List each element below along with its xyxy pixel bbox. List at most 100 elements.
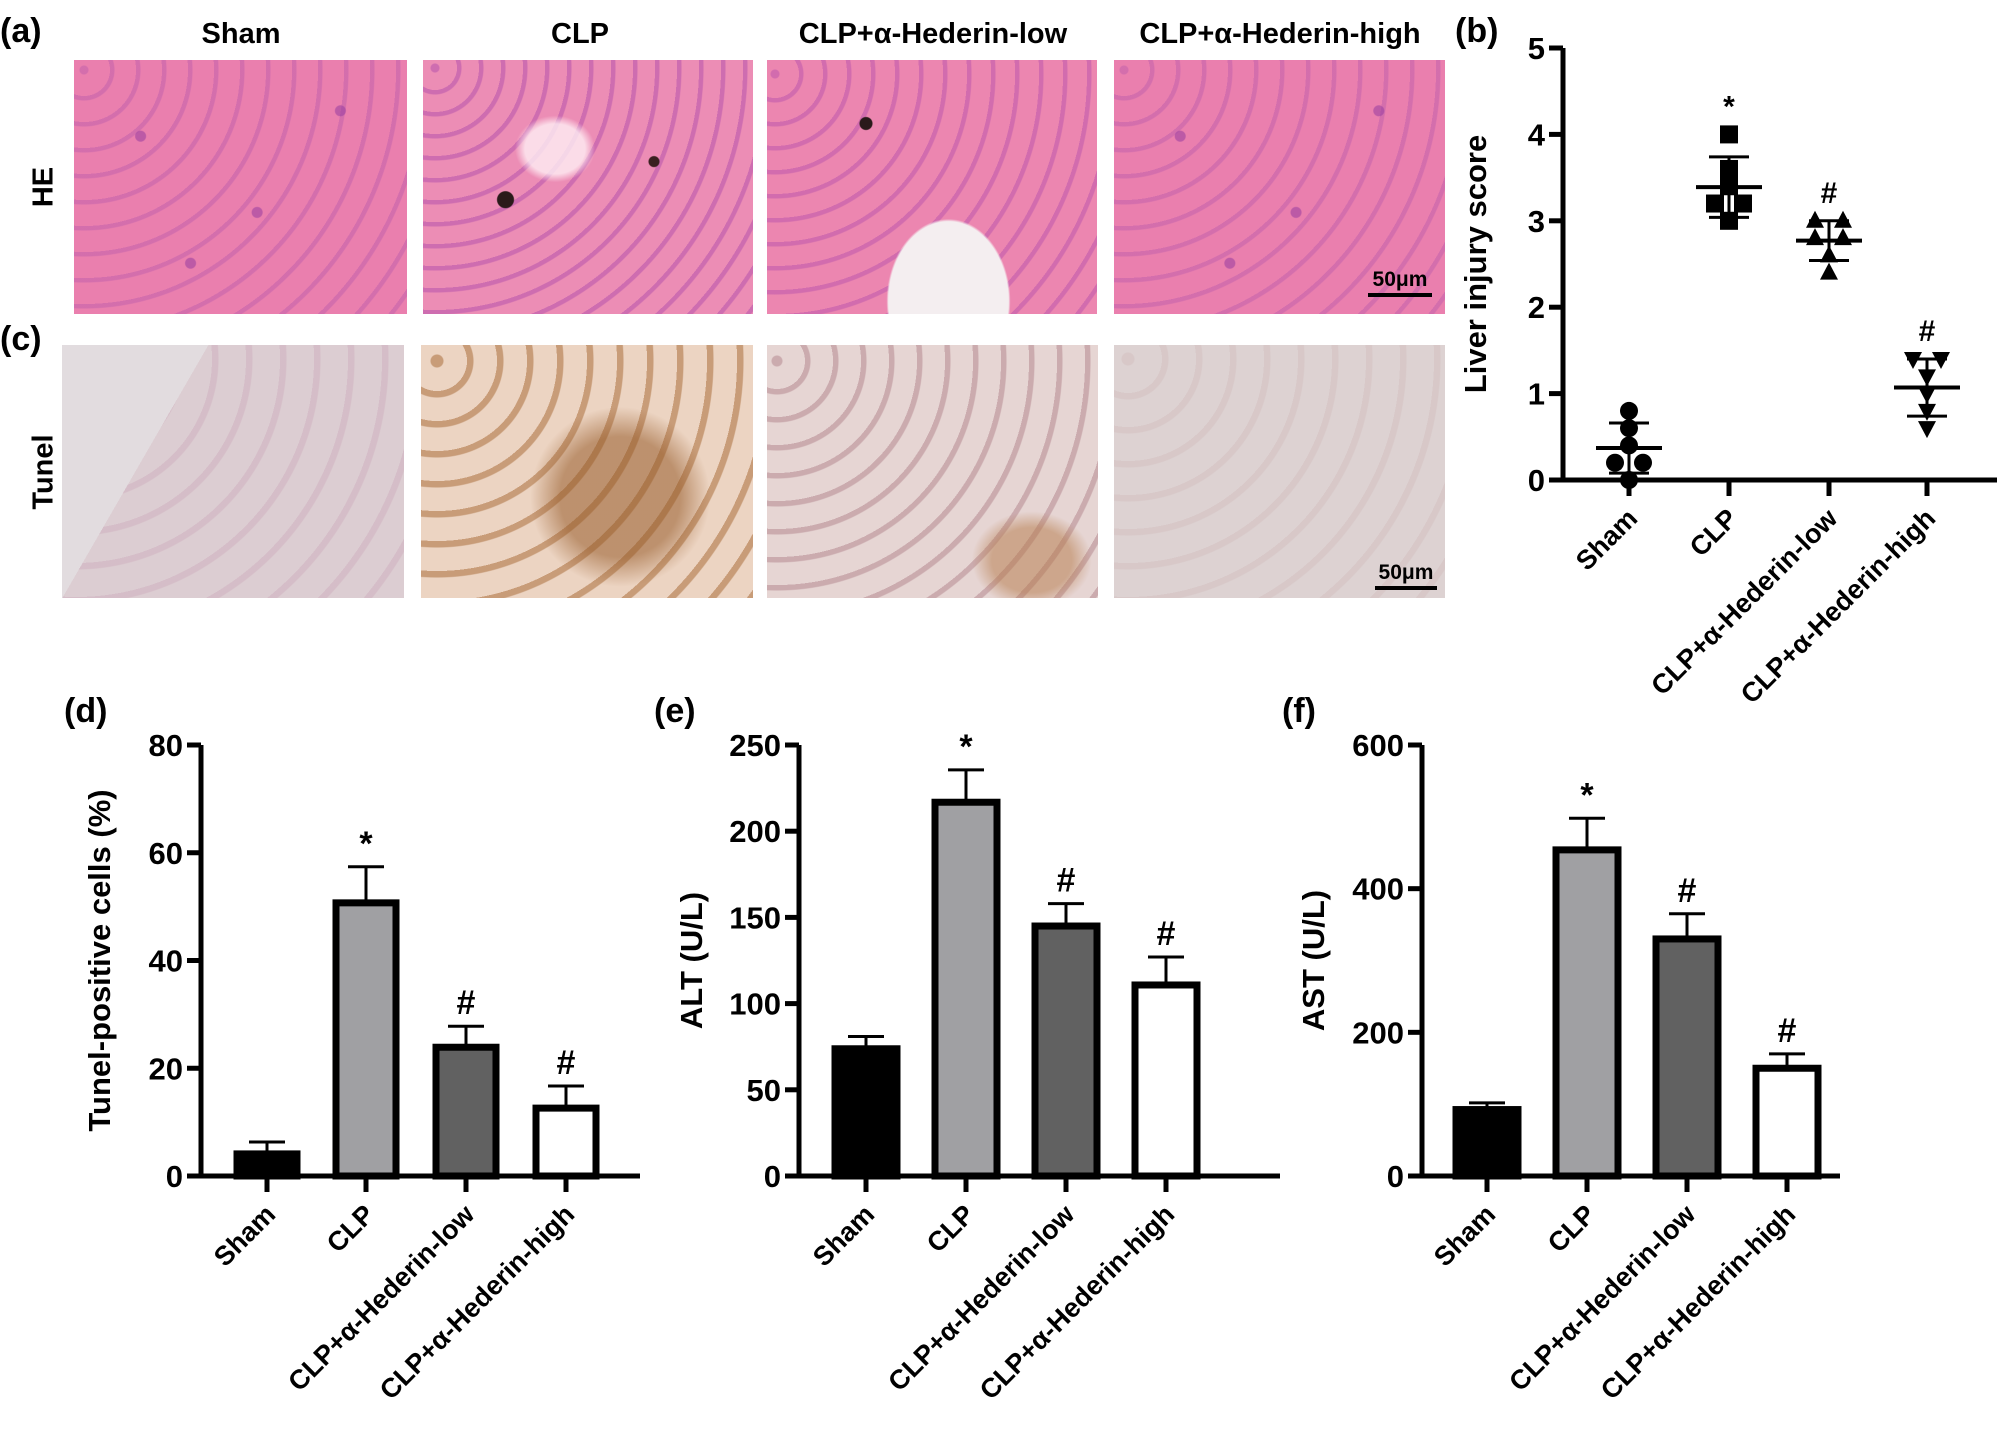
data-point-triangle-up	[1820, 262, 1838, 280]
x-tick-label: CLP+α-Hederin-high	[374, 1199, 580, 1405]
he-micrograph-clp	[423, 60, 753, 314]
panel-label-d: (d)	[64, 692, 108, 730]
y-tick-label: 0	[1528, 463, 1545, 498]
y-tick-label: 50	[747, 1073, 781, 1108]
x-tick-label: CLP+α-Hederin-high	[974, 1199, 1180, 1405]
y-tick-label: 40	[149, 944, 183, 979]
x-tick-label: CLP+α-Hederin-low	[1645, 502, 1844, 701]
y-axis-title: ALT (U/L)	[674, 892, 709, 1029]
x-tick-label: CLP	[921, 1199, 980, 1258]
x-tick-label: CLP+α-Hederin-low	[882, 1198, 1081, 1397]
row-label-tunel: Tunel	[27, 434, 60, 510]
x-tick-label: CLP	[1684, 503, 1743, 562]
y-tick-label: 60	[149, 836, 183, 871]
x-tick-label: Sham	[1570, 503, 1643, 576]
data-point-square	[1720, 125, 1738, 144]
bar-1	[332, 899, 400, 1180]
he-micrograph-sham	[74, 60, 407, 314]
data-point-square	[1734, 194, 1752, 213]
significance-marker: #	[557, 1044, 576, 1082]
panel-label-f: (f)	[1282, 692, 1316, 730]
data-point-triangle-down	[1918, 421, 1936, 439]
tunel-positive-cells-chart: 0 20 40 60 80 Sham CLPCLP+α-Hederin-lowCLP+α-H…	[82, 728, 640, 1405]
scale-bar-tunel: 50μm	[1375, 561, 1437, 590]
tunel-micrograph-sham	[62, 345, 404, 598]
x-tick-label: CLP	[1542, 1199, 1601, 1258]
significance-marker: *	[1723, 90, 1735, 123]
x-tick-label: Sham	[1428, 1199, 1501, 1272]
y-tick-label: 1	[1528, 377, 1545, 412]
bar-0	[1452, 1106, 1522, 1180]
y-tick-label: 20	[149, 1051, 183, 1086]
y-tick-label: 100	[729, 987, 781, 1022]
scale-bar-label: 50μm	[1378, 561, 1434, 584]
x-tick-label: CLP+α-Hederin-low	[1503, 1198, 1702, 1397]
tunel-micrograph-clp	[421, 345, 753, 598]
y-tick-label: 0	[1387, 1159, 1404, 1194]
bar-2	[1652, 935, 1722, 1180]
y-tick-label: 150	[729, 900, 781, 935]
bar-0	[831, 1045, 901, 1180]
significance-marker: #	[1057, 862, 1076, 900]
column-title-high: CLP+α-Hederin-high	[1139, 18, 1421, 50]
scale-bar-he: 50μm	[1368, 268, 1432, 297]
y-tick-label: 200	[729, 814, 781, 849]
significance-marker: #	[1678, 872, 1697, 910]
column-title-clp: CLP	[551, 18, 609, 50]
column-title-low: CLP+α-Hederin-low	[798, 18, 1068, 50]
significance-marker: *	[1580, 776, 1594, 814]
bar-0	[233, 1150, 301, 1180]
bar-3	[1752, 1064, 1822, 1180]
he-micrograph-low	[767, 60, 1097, 314]
scale-bar-line	[1375, 586, 1437, 590]
y-axis-title: AST (U/L)	[1296, 890, 1331, 1031]
ast-chart: 0 200 400 600 Sham CLPCLP+α-Hederin-lowCLP+α-…	[1296, 728, 1840, 1405]
tunel-micrograph-low	[767, 345, 1098, 598]
y-axis-title: Tunel-positive cells (%)	[82, 789, 117, 1131]
scale-bar-line	[1368, 293, 1432, 297]
bar-1	[1552, 846, 1622, 1180]
y-tick-label: 3	[1528, 204, 1545, 239]
y-tick-label: 2	[1528, 290, 1545, 325]
bar-3	[1131, 981, 1201, 1180]
y-axis-title: Liver injury score	[1458, 135, 1493, 393]
significance-marker: #	[1919, 315, 1936, 348]
significance-marker: #	[1778, 1012, 1797, 1050]
row-label-he: HE	[27, 166, 60, 208]
x-tick-label: CLP+α-Hederin-high	[1595, 1199, 1801, 1405]
x-tick-label: CLP+α-Hederin-low	[282, 1198, 481, 1397]
significance-marker: #	[457, 984, 476, 1022]
significance-marker: *	[359, 825, 373, 863]
panel-label-e: (e)	[654, 692, 696, 730]
data-point-circle	[1634, 453, 1652, 472]
y-tick-label: 250	[729, 728, 781, 763]
y-tick-label: 0	[166, 1159, 183, 1194]
liver-injury-score-chart: 0 1 2 3 4 5 Sham CLPCLP+α-Hederin-lowCLP+α-Hede…	[1458, 31, 1997, 709]
bar-2	[1031, 922, 1101, 1180]
data-point-circle	[1620, 401, 1638, 420]
bar-3	[532, 1104, 600, 1180]
data-point-circle	[1606, 453, 1624, 472]
alt-chart: 0 50 100 150 200 250 Sham CLPCLP+α-Hederin-lowC…	[674, 728, 1280, 1405]
data-point-circle	[1620, 471, 1638, 489]
y-tick-label: 200	[1352, 1015, 1404, 1050]
tunel-micrograph-high: 50μm	[1114, 345, 1445, 598]
data-point-square	[1706, 194, 1724, 213]
y-tick-label: 0	[764, 1159, 781, 1194]
x-tick-label: CLP+α-Hederin-high	[1735, 503, 1941, 709]
y-tick-label: 80	[149, 728, 183, 763]
y-tick-label: 400	[1352, 872, 1404, 907]
panel-label-a: (a)	[0, 12, 42, 50]
panel-label-b: (b)	[1455, 12, 1499, 50]
panel-label-c: (c)	[0, 320, 42, 358]
he-micrograph-high: 50μm	[1114, 60, 1445, 314]
scale-bar-label: 50μm	[1372, 268, 1428, 291]
y-tick-label: 4	[1528, 117, 1546, 152]
bar-2	[432, 1043, 500, 1180]
x-tick-label: Sham	[208, 1199, 281, 1272]
y-tick-label: 5	[1528, 31, 1545, 66]
significance-marker: *	[959, 728, 973, 766]
x-tick-label: CLP	[321, 1199, 380, 1258]
bar-1	[931, 798, 1001, 1180]
column-title-sham: Sham	[201, 18, 281, 50]
